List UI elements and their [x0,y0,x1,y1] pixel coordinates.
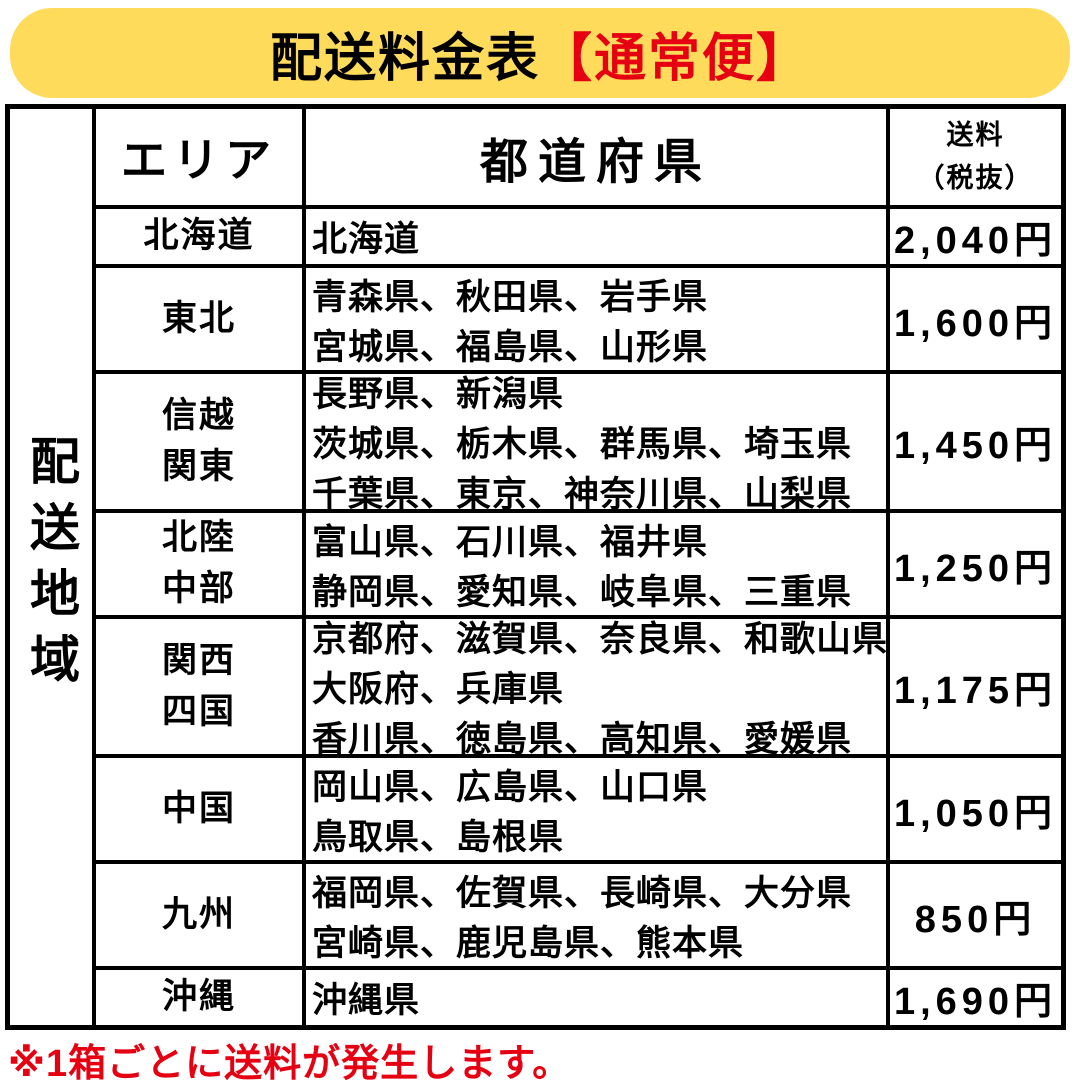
fee-cell: 850円 [890,864,1061,970]
fee-cell: 1,690円 [893,981,1058,1023]
area-name-line: 中国 [161,788,236,828]
area-name-line: 北陸 [161,518,236,558]
prefectures-cell: 長野県、新潟県茨城県、栃木県、群馬県、埼玉県 千葉県、東京、神奈川県、山梨県 [306,374,890,513]
area-name-line: 中部 [161,569,236,608]
prefectures-cell: 富山県、石川県、福井県静岡県、愛知県、岐阜県、三重県 [306,513,890,619]
prefectures-cell: 福岡県、佐賀県、長崎県、大分県 宮崎県、鹿児島県、熊本県 [306,864,890,970]
prefecture-list-line: 岡山県、広島県、山口県 [312,767,709,807]
fee-cell: 1,600円 [890,268,1061,374]
prefectures-cell: 京都府、滋賀県、奈良県、和歌山県 大阪府、兵庫県香川県、徳島県、高知県、愛媛県 [306,619,890,758]
area-cell: 東北 [96,268,306,374]
prefecture-list-line: 香川県、徳島県、高知県、愛媛県 [312,720,853,758]
prefecture-list-line: 千葉県、東京、神奈川県、山梨県 [312,475,853,513]
column-header-fee-line1: 送料 [946,119,1005,150]
prefecture-list-line: 宮城県、福島県、山形県 [312,327,709,367]
area-name-line: 東北 [161,298,236,338]
area-name-line: 九州 [161,894,236,934]
prefecture-list-line: 茨城県、栃木県、群馬県、埼玉県 [312,425,853,464]
fee-cell: 2,040円 [890,209,1061,268]
shipping-fee-table: 配送地域 エリア 都道府県 送料 （税抜） 北海道 北海道 2,040円東北 青森県、… [5,104,1066,1030]
area-cell: 北陸 中部 [96,513,306,619]
area-cell: 北海道 [96,209,306,268]
area-name-line: 四国 [161,691,236,731]
area-cell: 関西 四国 [96,619,306,758]
fee-cell: 1,250円 [890,513,1061,619]
column-header-fee-line2: （税抜） [917,163,1034,193]
page-title-delivery-type: 【通常便】 [540,29,811,88]
area-name-line: 北海道 [143,216,255,256]
column-header-fee: 送料 （税抜） [890,109,1061,209]
area-name-line: 関西 [161,640,236,680]
prefecture-list-line: 北海道 [312,220,421,259]
prefecture-list-line: 静岡県、愛知県、岐阜県、三重県 [312,572,853,612]
fee-cell: 1,450円 [890,374,1061,513]
prefecture-list-line: 青森県、秋田県、岩手県 [312,277,709,317]
prefecture-list-line: 京都府、滋賀県、奈良県、和歌山県 [312,620,889,659]
prefectures-cell: 沖縄県 [306,970,890,1025]
prefecture-list-line: 宮崎県、鹿児島県、熊本県 [312,923,745,963]
prefectures-cell: 北海道 [306,209,890,268]
area-name-line: 沖縄 [161,977,236,1017]
delivery-region-label: 配送地域 [23,435,79,699]
delivery-region-side-cell: 配送地域 [10,109,96,1025]
area-name-line: 関東 [161,446,236,486]
fee-cell: 1,175円 [890,619,1061,758]
prefectures-cell: 青森県、秋田県、岩手県 宮城県、福島県、山形県 [306,268,890,374]
per-box-fee-note: ※1箱ごとに送料が発生します。 [8,1043,572,1080]
prefecture-list-line: 富山県、石川県、福井県 [312,522,709,562]
area-cell: 信越 関東 [96,374,306,513]
area-cell: 沖縄 [96,970,306,1025]
prefecture-list-line: 沖縄県 [312,981,421,1020]
prefecture-list-line: 長野県、新潟県 [312,375,565,414]
area-cell: 九州 [96,864,306,970]
prefecture-list-line: 鳥取県、島根県 [312,817,565,857]
area-name-line: 信越 [161,395,236,435]
column-header-prefectures: 都道府県 [306,109,890,209]
prefectures-cell: 岡山県、広島県、山口県 鳥取県、島根県 [306,758,890,864]
prefecture-list-line: 福岡県、佐賀県、長崎県、大分県 [312,873,853,913]
page-title-main: 配送料金表 [269,29,540,88]
column-header-area: エリア [96,109,306,209]
title-banner: 配送料金表【通常便】 [10,8,1070,98]
fee-cell: 1,050円 [890,758,1061,864]
page-title: 配送料金表【通常便】 [270,16,810,91]
area-cell: 中国 [96,758,306,864]
prefecture-list-line: 大阪府、兵庫県 [312,670,565,709]
